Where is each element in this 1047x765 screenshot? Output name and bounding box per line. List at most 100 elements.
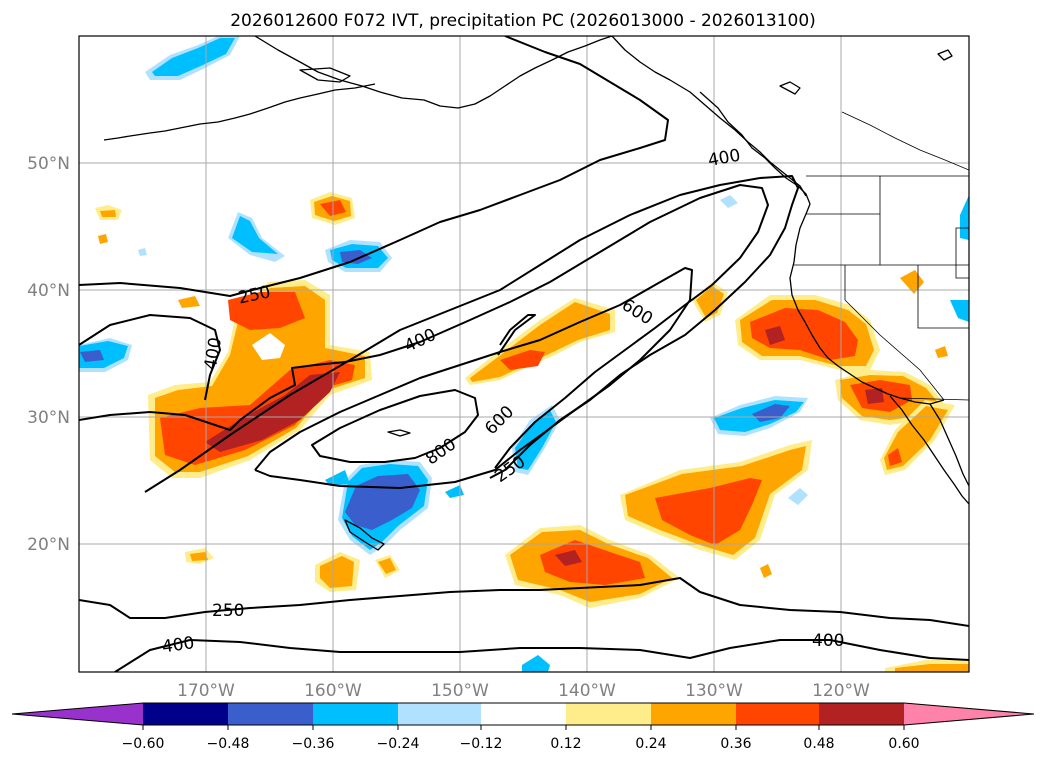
ivt-contour-250 [79, 36, 669, 297]
ivt-contour-600 [254, 267, 693, 489]
colorbar-segment [143, 703, 228, 725]
state-border [806, 176, 881, 215]
neg-region-central [325, 470, 350, 486]
coastlines [103, 36, 969, 551]
neg-spot [788, 488, 808, 505]
neg-spot [960, 195, 969, 240]
colorbar-extend-high [904, 703, 1034, 725]
neg-spot [950, 300, 969, 322]
colorbar-segment [228, 703, 313, 725]
neg-region-central [445, 485, 464, 498]
lon-label: 140°W [558, 681, 616, 701]
contour-label: 600 [618, 295, 656, 329]
ivt-contour-250 [144, 175, 799, 493]
pos-spot [895, 664, 969, 672]
colorbar-tick-label: 0.48 [803, 736, 834, 752]
colorbar-tick-label: −0.24 [377, 736, 420, 752]
contour-label: 400 [812, 631, 844, 651]
alaska-coast [299, 67, 351, 83]
bc-islands [699, 91, 811, 215]
alaska-coast [254, 36, 613, 109]
colorbar-segment [819, 703, 904, 725]
aleutians [103, 83, 376, 141]
ivt-contour-250-south [79, 577, 969, 627]
contour-label: 400 [401, 325, 439, 357]
colorbar: −0.60 −0.48 −0.36 −0.24 −0.12 0.12 0.24 … [11, 702, 1035, 752]
neg-region [340, 250, 372, 264]
pos-region-coast-south [888, 448, 902, 466]
longitude-axis: 170°W 160°W 150°W 140°W 130°W 120°W [177, 681, 870, 701]
contour-label: 400 [161, 633, 196, 657]
colorbar-tick-label: −0.48 [207, 736, 250, 752]
colorbar-ticks [142, 725, 905, 730]
colorbar-segment [481, 703, 566, 725]
colorbar-segment [566, 703, 651, 725]
lat-label: 30°N [27, 408, 70, 428]
contour-label: 250 [212, 601, 244, 621]
colorbar-segment [398, 703, 481, 725]
colorbar-tick-label: 0.12 [550, 736, 581, 752]
pos-spot [760, 564, 772, 578]
us-mexico-border [899, 397, 969, 401]
colorbar-segment [736, 703, 819, 725]
colorbar-tick-label: −0.12 [460, 736, 503, 752]
pos-spot [98, 234, 108, 244]
latitude-axis: 50°N 40°N 30°N 20°N [27, 154, 70, 555]
colorbar-tick-label: 0.60 [888, 736, 919, 752]
contour-label: 600 [481, 402, 518, 439]
hole-white [252, 333, 285, 360]
lon-label: 160°W [304, 681, 362, 701]
pos-spot [190, 552, 208, 561]
baja-coast [929, 403, 969, 487]
colorbar-tick-label: 0.24 [635, 736, 666, 752]
lon-label: 170°W [177, 681, 235, 701]
lat-label: 50°N [27, 154, 70, 174]
ivt-contour-800 [311, 389, 479, 463]
neg-region-north [152, 38, 235, 76]
neg-spot [522, 655, 550, 672]
map-panel: 250 400 400 400 600 600 800 250 400 250 … [79, 36, 969, 672]
pos-region-california [765, 326, 785, 345]
pos-region-south [655, 478, 762, 545]
pos-spot [935, 346, 948, 358]
contour-label: 400 [707, 146, 742, 171]
us-west-coast [789, 213, 945, 405]
colorbar-tick-label: −0.36 [292, 736, 335, 752]
alaska-canada-border [841, 111, 969, 171]
pos-spot [696, 286, 724, 318]
neg-region [232, 216, 278, 254]
colorbar-extend-low [12, 703, 143, 725]
islands [937, 49, 953, 61]
pos-region-south [540, 540, 645, 585]
lat-label: 20°N [27, 535, 70, 555]
pos-region-west [228, 292, 305, 330]
colorbar-tick-label: −0.60 [122, 736, 165, 752]
neg-region-west [80, 350, 104, 362]
pos-region-central [500, 350, 545, 370]
pos-region-central [470, 302, 610, 382]
pos-region-california [750, 308, 858, 360]
islands [387, 429, 411, 437]
state-border [955, 227, 969, 279]
political-borders [794, 111, 969, 401]
ivt-contour-800-inner [497, 314, 536, 356]
state-border [917, 265, 969, 329]
ivt-contour-400-south [114, 639, 969, 672]
pos-spot [378, 558, 396, 574]
state-border [794, 214, 881, 266]
state-border [844, 265, 945, 401]
neg-spot [138, 248, 147, 256]
islands [779, 81, 801, 95]
islands [344, 519, 385, 551]
colorbar-tick-label: 0.36 [720, 736, 751, 752]
neg-spot [720, 195, 738, 208]
lon-label: 120°W [812, 681, 870, 701]
lon-label: 130°W [685, 681, 743, 701]
precipitation-shading [79, 36, 969, 672]
baja-coast [889, 395, 969, 505]
figure-title: 2026012600 F072 IVT, precipitation PC (2… [230, 11, 816, 31]
pos-spot [320, 556, 354, 588]
pos-region-west [205, 372, 340, 452]
pos-spot [178, 296, 200, 308]
